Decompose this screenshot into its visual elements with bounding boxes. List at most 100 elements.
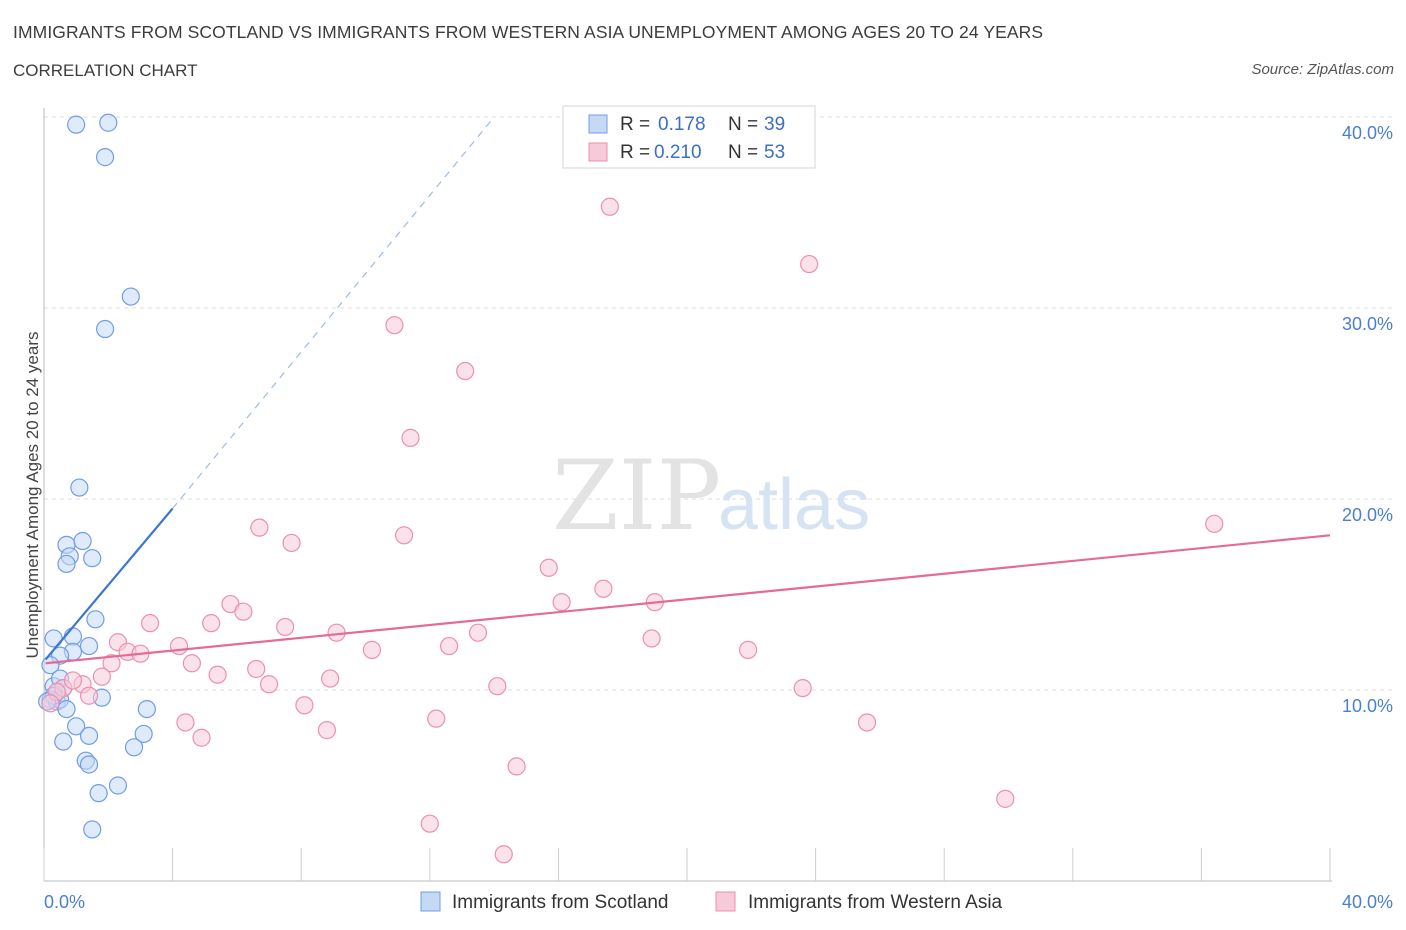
scotland-point [73,531,92,551]
legend-n-label-scotland: N = [728,114,758,135]
scotland-point [79,636,99,656]
chart-subtitle: CORRELATION CHART [13,61,198,80]
legend-n-label-western-asia: N = [728,142,758,163]
western-asia-point [362,640,382,659]
series-legend: Immigrants from Scotland Immigrants from… [420,891,1003,913]
scotland-point [86,610,105,629]
series-scotland-points [38,113,156,839]
y-tick-label-10: 10.0% [1342,696,1393,716]
legend-r-label-scotland: R = [620,114,650,135]
scotland-point [79,755,99,774]
series-western-asia-points [41,197,1224,864]
legend-r-label-western-asia: R = [620,142,650,163]
western-asia-point [456,361,475,381]
bottom-legend-swatch-scotland [420,891,441,912]
scotland-point [95,148,115,167]
x-tick-label-min: 0.0% [44,892,85,912]
western-asia-point [642,629,661,648]
watermark-atlas: atlas [718,465,870,545]
watermark-zip: ZIP [552,440,721,552]
correlation-legend: R = 0.178 N = 39 R = 0.210 N = 53 [562,105,816,169]
scotland-point [63,627,83,646]
scotland-point [67,115,86,134]
western-asia-point [140,614,160,633]
western-asia-point [439,636,459,656]
western-asia-point [321,669,340,688]
western-asia-point [996,789,1015,808]
western-asia-point [282,533,301,553]
western-asia-point [600,197,619,216]
western-asia-point [552,593,571,612]
western-asia-trend-line [45,534,1331,665]
western-asia-point [192,728,211,747]
western-asia-point [420,814,439,833]
scotland-point [134,724,153,744]
y-tick-label-30: 30.0% [1342,314,1393,334]
x-tick-label-max: 40.0% [1342,892,1393,912]
scotland-point [95,319,115,339]
western-asia-point [594,579,613,598]
western-asia-point [92,667,111,686]
western-asia-point [169,636,189,656]
scotland-point [57,554,76,574]
legend-n-value-scotland: 39 [764,114,785,135]
legend-r-value-western-asia: 0.210 [654,142,702,163]
y-axis-label: Unemployment Among Ages 20 to 24 years [23,332,42,659]
bottom-legend-label-western-asia: Immigrants from Western Asia [748,892,1003,913]
legend-n-value-western-asia: 53 [764,142,785,163]
axes [43,108,1332,882]
western-asia-point [394,526,414,545]
scotland-point [57,699,76,719]
scotland-point [79,726,99,745]
scotland-point [99,113,118,132]
trend-lines [44,116,1331,665]
scotland-point [83,549,102,568]
western-asia-point [259,675,279,694]
x-tick-marks [43,848,1331,881]
western-asia-point [295,696,314,715]
scotland-point [89,784,108,803]
watermark: ZIP atlas [552,440,870,552]
western-asia-point [507,757,526,776]
legend-swatch-scotland [588,114,608,134]
source-label: Source: ZipAtlas.com [1251,61,1394,78]
western-asia-point [102,654,121,673]
scotland-point [70,478,89,497]
western-asia-point [176,713,195,732]
western-asia-point [793,678,812,698]
bottom-legend-swatch-western-asia [715,891,736,912]
western-asia-point [857,713,877,732]
western-asia-point [800,254,819,274]
scotland-trend-line [44,507,174,661]
western-asia-point [63,671,83,690]
western-asia-point [539,558,558,577]
scotland-point [83,820,102,839]
western-asia-point [385,316,404,335]
scotland-point [54,732,73,751]
western-asia-point [488,677,507,696]
western-asia-point [182,654,201,673]
scotland-point [137,699,156,719]
western-asia-point [317,721,337,740]
western-asia-point [427,709,446,728]
bottom-legend-label-scotland: Immigrants from Scotland [452,892,668,913]
y-tick-label-20: 20.0% [1342,505,1393,525]
western-asia-point [401,428,420,447]
western-asia-point [234,602,253,621]
western-asia-point [208,665,227,684]
scotland-point [124,738,144,757]
western-asia-point [79,686,99,705]
scotland-point [67,717,86,736]
western-asia-point [202,614,221,633]
y-tick-label-40: 40.0% [1342,123,1393,143]
legend-r-value-scotland: 0.178 [658,114,706,135]
scotland-point [108,776,128,795]
western-asia-point [247,659,266,679]
western-asia-point [41,694,60,713]
western-asia-point [494,845,513,864]
western-asia-point [1205,514,1224,533]
western-asia-point [738,640,758,659]
western-asia-point [276,617,295,637]
scotland-point [41,656,60,675]
